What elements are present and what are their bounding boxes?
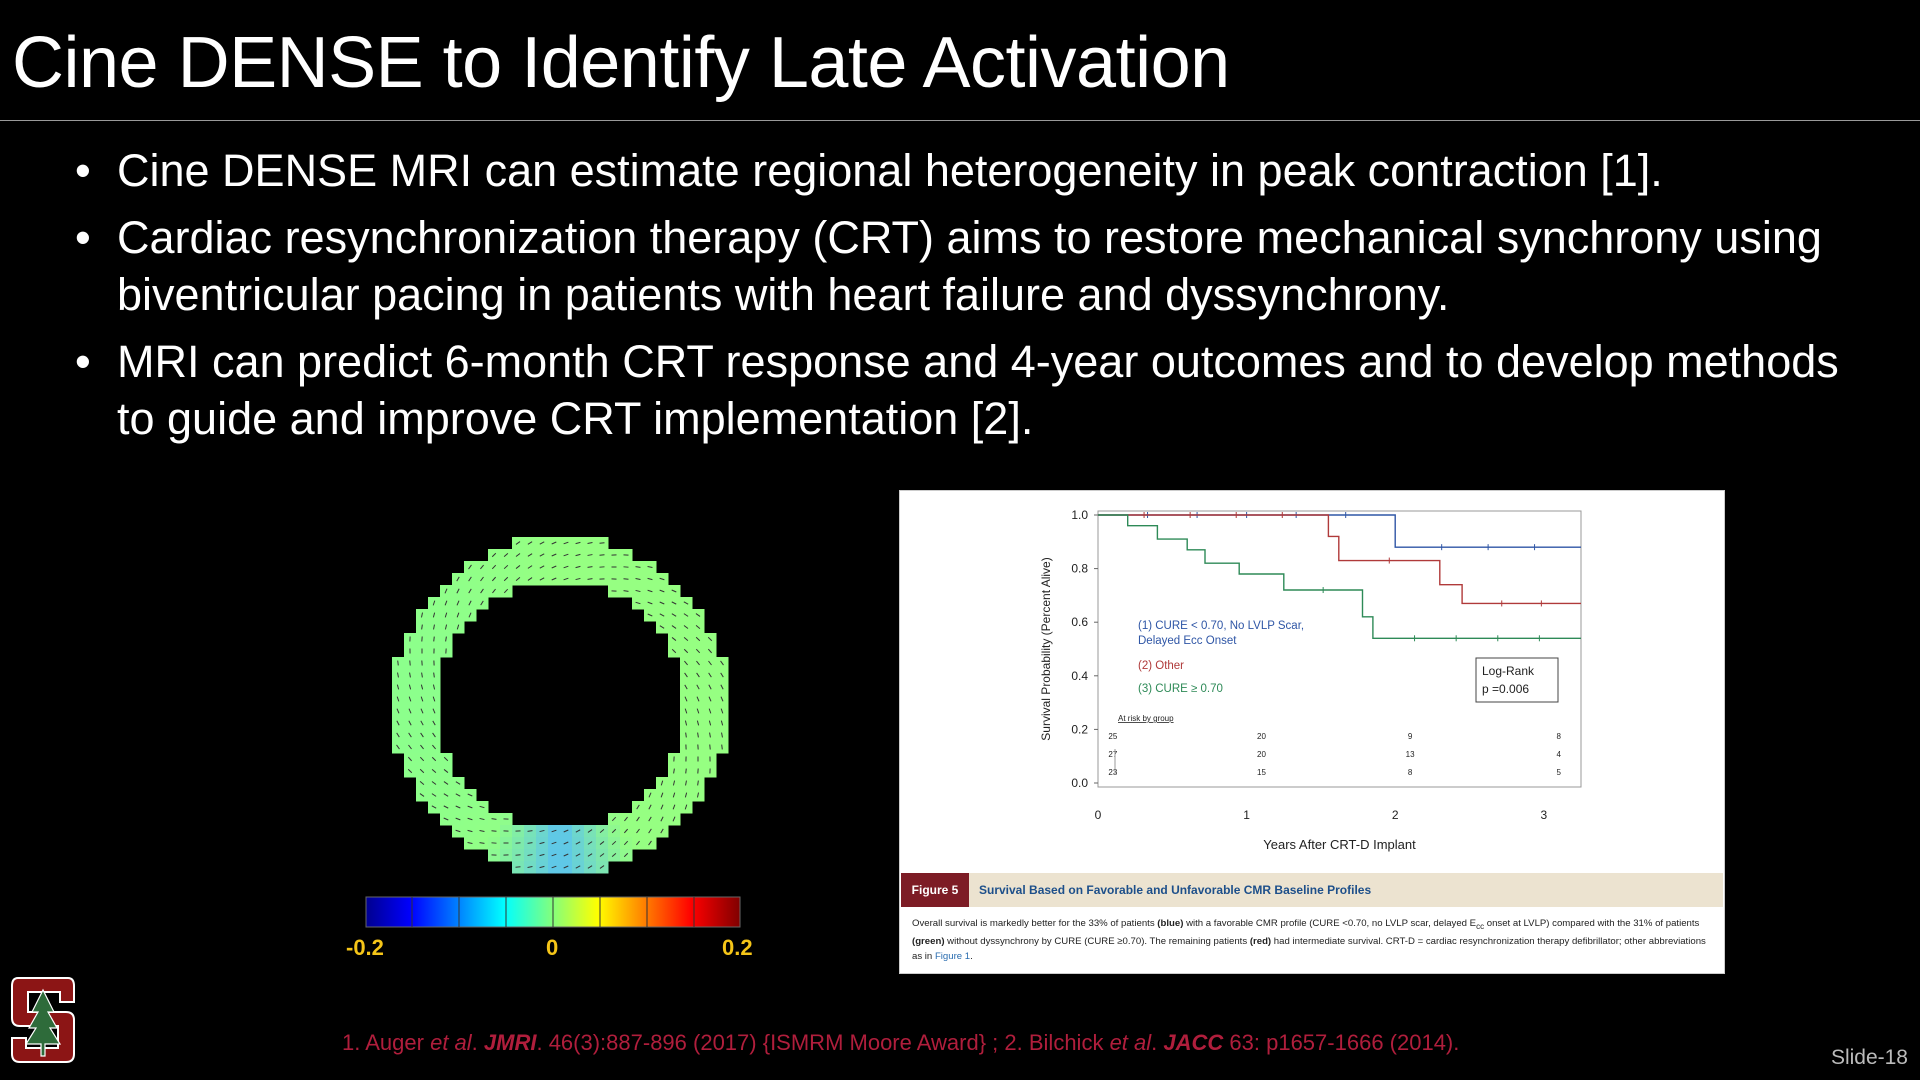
at-risk-cell: 20 <box>1257 732 1266 741</box>
stanford-logo-icon <box>11 977 75 1063</box>
bullet-list: • Cine DENSE MRI can estimate regional he… <box>75 142 1875 457</box>
ref1-rest: . 46(3):887-896 (2017) {ISMRM Moore Awar… <box>536 1030 1110 1055</box>
strain-ring-image <box>392 537 729 874</box>
bullet-item: • Cine DENSE MRI can estimate regional he… <box>75 142 1875 199</box>
ref2-sep: . <box>1151 1030 1164 1055</box>
at-risk-cell: 8 <box>1556 732 1561 741</box>
paper-figure: 0.0 0.2 0.4 0.6 0.8 1.0 0 1 2 3 Years After CRT-D … <box>899 490 1725 974</box>
bullet-glyph: • <box>75 212 91 263</box>
y-tick-label: 1.0 <box>1071 508 1088 522</box>
plot-frame <box>1097 510 1582 788</box>
caption-fragment: without dyssynchrony by CURE (CURE ≥0.70… <box>944 935 1250 947</box>
caption-fragment: (red) <box>1249 935 1272 947</box>
ring-pixels <box>392 537 729 874</box>
at-risk-cell: 15 <box>1257 768 1266 777</box>
figure-caption-bar: Figure 5 Survival Based on Favorable and… <box>901 873 1723 907</box>
legend-series-2: (2) Other <box>1138 660 1184 672</box>
at-risk-title: At risk by group <box>1118 714 1174 723</box>
caption-fragment: cc <box>1476 921 1485 931</box>
at-risk-cell: 8 <box>1408 768 1413 777</box>
at-risk-cell: 5 <box>1556 768 1561 777</box>
bullet-text: MRI can predict 6-month CRT response and… <box>117 336 1839 444</box>
at-risk-cell: 27 <box>1108 750 1117 759</box>
y-tick-label: 0.2 <box>1071 722 1088 736</box>
caption-fragment: (blue) <box>1157 918 1184 929</box>
references: 1. Auger et al. JMRI. 46(3):887-896 (201… <box>342 1030 1459 1056</box>
bullet-text: Cardiac resynchronization therapy (CRT) … <box>117 212 1822 320</box>
y-tick-label: 0.8 <box>1071 562 1088 576</box>
y-tick-label: 0.4 <box>1071 669 1088 683</box>
x-tick-label: 3 <box>1541 808 1548 822</box>
colorbar-labels: -0.2 0 0.2 <box>346 935 780 965</box>
caption-fragment: Overall survival is markedly better for … <box>912 918 1158 929</box>
colorbar <box>365 896 741 928</box>
caption-fragment: onset at LVLP) compared with the 31% of … <box>1484 918 1700 929</box>
title-divider <box>0 120 1920 121</box>
slide-title: Cine DENSE to Identify Late Activation <box>12 23 1230 103</box>
ref1-prefix: 1. Auger <box>342 1030 431 1055</box>
dense-strain-map: -0.2 0 0.2 <box>346 505 760 975</box>
colorbar-mid-label: 0 <box>546 935 559 960</box>
y-tick-label: 0.6 <box>1071 615 1088 629</box>
at-risk-cell: 23 <box>1108 768 1117 777</box>
series-line-3 <box>1098 514 1581 639</box>
figure-caption-text: Overall survival is markedly better for … <box>912 916 1712 964</box>
bullet-glyph: • <box>75 336 91 387</box>
bullet-item: • Cardiac resynchronization therapy (CRT)… <box>75 209 1875 323</box>
ring-vectors <box>396 541 724 869</box>
y-tick-label: 0.0 <box>1071 776 1088 790</box>
ref1-etal: et al <box>430 1030 472 1055</box>
colorbar-min-label: -0.2 <box>346 935 384 960</box>
ref2-etal: et al <box>1109 1030 1152 1055</box>
figure-label: Figure 5 <box>901 873 969 907</box>
caption-fragment: with a favorable CMR profile (CURE <0.70… <box>1183 918 1477 929</box>
logrank-box <box>1475 657 1559 703</box>
bullet-glyph: • <box>75 145 91 196</box>
legend-series-3: (3) CURE ≥ 0.70 <box>1138 683 1223 695</box>
x-tick-label: 1 <box>1243 808 1250 822</box>
y-axis-label: Survival Probability (Percent Alive) <box>1039 557 1053 740</box>
caption-fragment: had intermediate survival. CRT-D = cardi… <box>912 935 1706 962</box>
slide-number: Slide-18 <box>1830 1046 1908 1069</box>
bullet-item: • MRI can predict 6-month CRT response an… <box>75 333 1875 447</box>
colorbar-max-label: 0.2 <box>722 935 753 960</box>
caption-fragment: . <box>970 950 973 962</box>
ref2-journal: JACC <box>1163 1030 1224 1055</box>
at-risk-cell: 9 <box>1408 732 1413 741</box>
logrank-label: Log-Rank <box>1482 664 1535 678</box>
logrank-pvalue: p =0.006 <box>1482 682 1529 696</box>
legend-series-1-line1: (1) CURE < 0.70, No LVLP Scar, <box>1138 620 1304 632</box>
at-risk-cell: 4 <box>1556 750 1561 759</box>
x-tick-label: 2 <box>1392 808 1399 822</box>
caption-fragment[interactable]: Figure 1 <box>934 950 971 962</box>
legend-series-1-line2: Delayed Ecc Onset <box>1138 635 1237 647</box>
caption-fragment: (green) <box>912 935 945 947</box>
at-risk-cell: 25 <box>1108 732 1117 741</box>
bullet-text: Cine DENSE MRI can estimate regional het… <box>117 145 1663 196</box>
figure-title: Survival Based on Favorable and Unfavora… <box>979 883 1372 897</box>
x-axis-label: Years After CRT-D Implant <box>1263 837 1416 852</box>
ref2-rest: 63: p1657-1666 (2014). <box>1223 1030 1460 1055</box>
ref1-journal: JMRI <box>483 1030 537 1055</box>
at-risk-cell: 13 <box>1406 750 1415 759</box>
x-tick-label: 0 <box>1095 808 1102 822</box>
at-risk-cell: 20 <box>1257 750 1266 759</box>
ref1-sep: . <box>471 1030 484 1055</box>
